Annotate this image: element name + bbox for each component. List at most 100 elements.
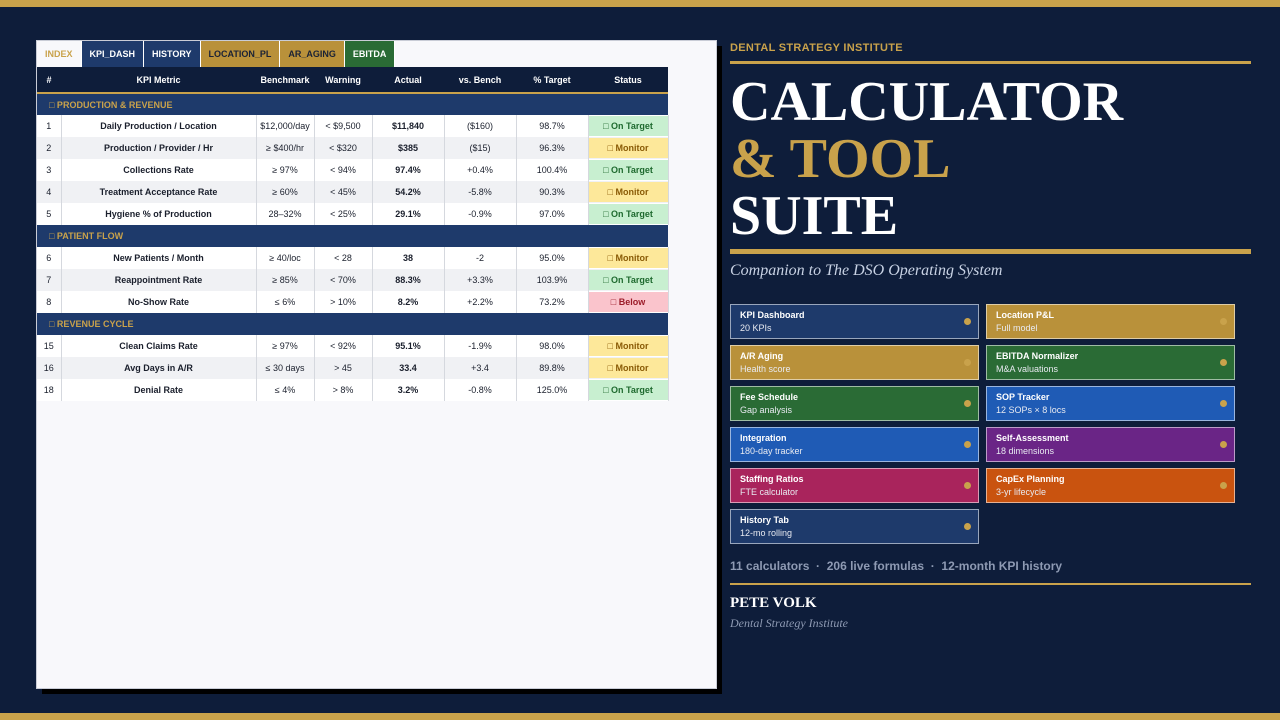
- status-cell: □ On Target: [588, 203, 669, 225]
- table-row[interactable]: 4 Treatment Acceptance Rate ≥ 60% < 45% 54.2…: [37, 181, 669, 203]
- section-header-row: □ REVENUE CYCLE: [37, 313, 668, 335]
- status-badge: □ On Target: [588, 204, 668, 224]
- benchmark-cell: ≥ 97%: [256, 159, 315, 181]
- warning-cell: < 92%: [314, 335, 373, 357]
- pct-target-cell: 89.8%: [516, 357, 589, 379]
- kpi-metric-cell: Avg Days in A/R: [61, 357, 257, 379]
- calculator-card-self-assessment[interactable]: Self-Assessment 18 dimensions: [986, 427, 1235, 462]
- row-number: 1: [37, 115, 62, 137]
- benchmark-cell: ≥ 97%: [256, 335, 315, 357]
- benchmark-cell: $12,000/day: [256, 115, 315, 137]
- table-row[interactable]: 8 No-Show Rate ≤ 6% > 10% 8.2% +2.2% 73.2% □ Be…: [37, 291, 669, 313]
- calculator-card-capex-planning[interactable]: CapEx Planning 3-yr lifecycle: [986, 468, 1235, 503]
- card-subtitle: FTE calculator: [740, 487, 799, 497]
- calculator-card-sop-tracker[interactable]: SOP Tracker 12 SOPs × 8 locs: [986, 386, 1235, 421]
- card-subtitle: 180-day tracker: [740, 446, 803, 456]
- status-cell: □ On Target: [588, 379, 669, 401]
- calculator-card-a-r-aging[interactable]: A/R Aging Health score: [730, 345, 979, 380]
- status-cell: □ Below: [588, 291, 669, 313]
- calculator-card-location-p-l[interactable]: Location P&L Full model: [986, 304, 1235, 339]
- warning-cell: < $9,500: [314, 115, 373, 137]
- tab-ar-aging[interactable]: AR_AGING: [280, 41, 345, 67]
- table-header-row: # KPI Metric Benchmark Warning Actual vs. Ben…: [37, 67, 668, 94]
- actual-cell: 3.2%: [372, 379, 445, 401]
- benchmark-cell: ≥ 60%: [256, 181, 315, 203]
- warning-cell: < 94%: [314, 159, 373, 181]
- status-badge: □ Monitor: [588, 248, 668, 268]
- hero-title-line1: CALCULATOR: [730, 71, 1124, 133]
- card-dot-icon: [964, 318, 971, 325]
- column-header: Status: [588, 67, 668, 94]
- title-rule-bottom: [730, 249, 1251, 254]
- status-cell: □ Monitor: [588, 137, 669, 159]
- table-row[interactable]: 16 Avg Days in A/R ≤ 30 days > 45 33.4 +3.4 89…: [37, 357, 669, 379]
- table-row[interactable]: 3 Collections Rate ≥ 97% < 94% 97.4% +0.4% 100…: [37, 159, 669, 181]
- warning-cell: < 45%: [314, 181, 373, 203]
- tab-kpi-dash[interactable]: KPI_DASH: [81, 41, 145, 67]
- tab-location-pl[interactable]: LOCATION_PL: [200, 41, 281, 67]
- card-dot-icon: [964, 359, 971, 366]
- row-number: 2: [37, 137, 62, 159]
- column-header: % Target: [516, 67, 588, 94]
- benchmark-cell: ≤ 30 days: [256, 357, 315, 379]
- card-title: Staffing Ratios: [740, 474, 804, 484]
- column-header: #: [37, 67, 61, 94]
- vs-bench-cell: +3.3%: [444, 269, 517, 291]
- card-subtitle: 12 SOPs × 8 locs: [996, 405, 1066, 415]
- hero-subtitle: Companion to The DSO Operating System: [730, 262, 1003, 279]
- warning-cell: < $320: [314, 137, 373, 159]
- benchmark-cell: ≤ 6%: [256, 291, 315, 313]
- vs-bench-cell: -2: [444, 247, 517, 269]
- calculator-card-integration[interactable]: Integration 180-day tracker: [730, 427, 979, 462]
- kpi-metric-cell: Collections Rate: [61, 159, 257, 181]
- pct-target-cell: 96.3%: [516, 137, 589, 159]
- row-number: 15: [37, 335, 62, 357]
- table-row[interactable]: 15 Clean Claims Rate ≥ 97% < 92% 95.1% -1.9% 9…: [37, 335, 669, 357]
- table-row[interactable]: 2 Production / Provider / Hr ≥ $400/hr < $3…: [37, 137, 669, 159]
- kpi-metric-cell: No-Show Rate: [61, 291, 257, 313]
- vs-bench-cell: -0.9%: [444, 203, 517, 225]
- table-row[interactable]: 6 New Patients / Month ≥ 40/loc < 28 38 -2 95.…: [37, 247, 669, 269]
- kpi-metric-cell: Daily Production / Location: [61, 115, 257, 137]
- row-number: 8: [37, 291, 62, 313]
- warning-cell: < 70%: [314, 269, 373, 291]
- card-dot-icon: [1220, 359, 1227, 366]
- warning-cell: > 8%: [314, 379, 373, 401]
- card-title: CapEx Planning: [996, 474, 1065, 484]
- benchmark-cell: ≤ 4%: [256, 379, 315, 401]
- calculator-card-kpi-dashboard[interactable]: KPI Dashboard 20 KPIs: [730, 304, 979, 339]
- tab-ebitda[interactable]: EBITDA: [344, 41, 396, 67]
- actual-cell: 29.1%: [372, 203, 445, 225]
- row-number: 16: [37, 357, 62, 379]
- table-row[interactable]: 5 Hygiene % of Production 28–32% < 25% 29.1%…: [37, 203, 669, 225]
- card-subtitle: Health score: [740, 364, 791, 374]
- pct-target-cell: 100.4%: [516, 159, 589, 181]
- calculator-card-staffing-ratios[interactable]: Staffing Ratios FTE calculator: [730, 468, 979, 503]
- vs-bench-cell: -0.8%: [444, 379, 517, 401]
- calculator-card-ebitda-normalizer[interactable]: EBITDA Normalizer M&A valuations: [986, 345, 1235, 380]
- tab-index[interactable]: INDEX: [37, 41, 82, 67]
- card-dot-icon: [964, 482, 971, 489]
- institute-label: DENTAL STRATEGY INSTITUTE: [730, 42, 903, 54]
- section-title: □ PATIENT FLOW: [49, 231, 124, 241]
- warning-cell: < 28: [314, 247, 373, 269]
- row-number: 6: [37, 247, 62, 269]
- tab-history[interactable]: HISTORY: [144, 41, 201, 67]
- author-org: Dental Strategy Institute: [730, 616, 848, 630]
- calculator-card-history-tab[interactable]: History Tab 12-mo rolling: [730, 509, 979, 544]
- bottom-accent-bar: [0, 713, 1280, 720]
- sheet-tabs: INDEX KPI_DASH HISTORY LOCATION_PL AR_AGING E…: [37, 41, 716, 67]
- calculator-card-fee-schedule[interactable]: Fee Schedule Gap analysis: [730, 386, 979, 421]
- vs-bench-cell: +3.4: [444, 357, 517, 379]
- kpi-metric-cell: Reappointment Rate: [61, 269, 257, 291]
- actual-cell: 95.1%: [372, 335, 445, 357]
- pct-target-cell: 90.3%: [516, 181, 589, 203]
- vs-bench-cell: -5.8%: [444, 181, 517, 203]
- status-cell: □ Monitor: [588, 357, 669, 379]
- pct-target-cell: 125.0%: [516, 379, 589, 401]
- table-row[interactable]: 1 Daily Production / Location $12,000/day <…: [37, 115, 669, 137]
- card-subtitle: 3-yr lifecycle: [996, 487, 1047, 497]
- row-number: 4: [37, 181, 62, 203]
- table-row[interactable]: 7 Reappointment Rate ≥ 85% < 70% 88.3% +3.3% 1…: [37, 269, 669, 291]
- table-row[interactable]: 18 Denial Rate ≤ 4% > 8% 3.2% -0.8% 125.0% □ On…: [37, 379, 669, 401]
